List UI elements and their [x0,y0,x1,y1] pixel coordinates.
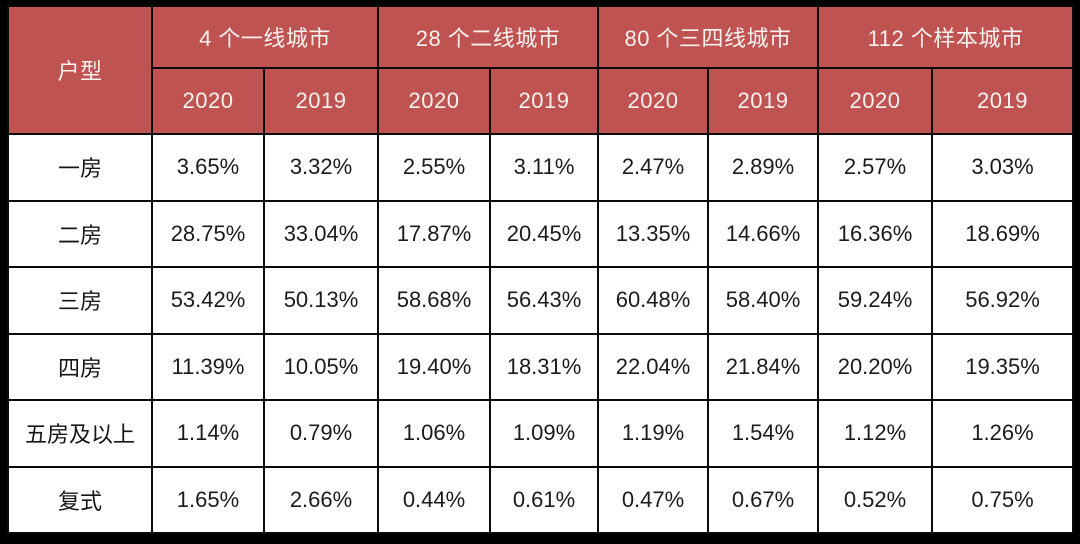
year-header: 2020 [817,67,934,135]
column-group-sample-cities: 112 个样本城市 [817,5,1075,69]
column-group-tier1-cities: 4 个一线城市 [150,5,380,69]
table-cell: 21.84% [707,332,820,401]
year-header: 2020 [151,67,265,135]
table-cell: 0.61% [489,465,600,534]
table-cell: 13.35% [597,199,710,268]
table-cell: 58.68% [377,266,492,335]
table-cell: 2.89% [707,133,820,202]
table-cell: 0.47% [597,465,710,534]
table-cell: 56.92% [931,266,1075,335]
row-label-five-plus-bedroom: 五房及以上 [7,399,153,468]
year-header: 2020 [597,67,710,135]
table-cell: 33.04% [262,199,380,268]
table-cell: 0.75% [931,465,1075,534]
table-cell: 3.03% [931,133,1075,202]
year-header: 2020 [377,67,492,135]
table-cell: 0.79% [262,399,380,468]
year-header: 2019 [931,67,1075,135]
table-cell: 18.31% [489,332,600,401]
table-cell: 1.54% [707,399,820,468]
table-cell: 0.67% [707,465,820,534]
table-cell: 28.75% [151,199,265,268]
table-cell: 18.69% [931,199,1075,268]
table-cell: 1.19% [597,399,710,468]
column-group-tier34-cities: 80 个三四线城市 [597,5,820,69]
row-label-four-bedroom: 四房 [7,332,153,401]
table-row: 复式 1.65% 2.66% 0.44% 0.61% 0.47% 0.67% 0… [7,465,1075,534]
row-label-duplex: 复式 [7,465,153,534]
table-cell: 1.14% [151,399,265,468]
row-label-two-bedroom: 二房 [7,199,153,268]
year-header: 2019 [489,67,600,135]
table-cell: 3.65% [151,133,265,202]
table-cell: 59.24% [817,266,934,335]
table-cell: 2.66% [262,465,380,534]
table-row: 三房 53.42% 50.13% 58.68% 56.43% 60.48% 58… [7,266,1075,335]
table-row: 五房及以上 1.14% 0.79% 1.06% 1.09% 1.19% 1.54… [7,399,1075,468]
table-cell: 1.65% [151,465,265,534]
table-cell: 58.40% [707,266,820,335]
table-row: 二房 28.75% 33.04% 17.87% 20.45% 13.35% 14… [7,199,1075,268]
row-label-three-bedroom: 三房 [7,266,153,335]
table-cell: 19.40% [377,332,492,401]
table-cell: 10.05% [262,332,380,401]
table-cell: 50.13% [262,266,380,335]
housing-type-distribution-table: 户型 4 个一线城市 28 个二线城市 80 个三四线城市 112 个样本城市 … [7,5,1075,534]
table-cell: 14.66% [707,199,820,268]
row-label-one-bedroom: 一房 [7,133,153,202]
table-cell: 2.57% [817,133,934,202]
table-cell: 20.45% [489,199,600,268]
table-cell: 22.04% [597,332,710,401]
year-header: 2019 [262,67,380,135]
year-header: 2019 [707,67,820,135]
table-cell: 19.35% [931,332,1075,401]
table-cell: 16.36% [817,199,934,268]
table-row: 四房 11.39% 10.05% 19.40% 18.31% 22.04% 21… [7,332,1075,401]
table-cell: 1.09% [489,399,600,468]
header-year-row: 2020 2019 2020 2019 2020 2019 2020 2019 [8,67,1075,135]
table-cell: 2.55% [377,133,492,202]
table-cell: 20.20% [817,332,934,401]
table-cell: 3.32% [262,133,380,202]
table-cell: 1.12% [817,399,934,468]
table-cell: 1.26% [931,399,1075,468]
column-group-tier2-cities: 28 个二线城市 [377,5,600,69]
table-cell: 1.06% [377,399,492,468]
table-cell: 0.44% [377,465,492,534]
table-cell: 60.48% [597,266,710,335]
header-group-row: 户型 4 个一线城市 28 个二线城市 80 个三四线城市 112 个样本城市 [7,5,1075,135]
table-cell: 3.11% [489,133,600,202]
table-cell: 11.39% [151,332,265,401]
table-cell: 2.47% [597,133,710,202]
table-cell: 53.42% [151,266,265,335]
table-cell: 0.52% [817,465,934,534]
corner-header-housing-type: 户型 [7,5,153,135]
table-cell: 56.43% [489,266,600,335]
table-row: 一房 3.65% 3.32% 2.55% 3.11% 2.47% 2.89% 2… [7,133,1075,202]
table-cell: 17.87% [377,199,492,268]
